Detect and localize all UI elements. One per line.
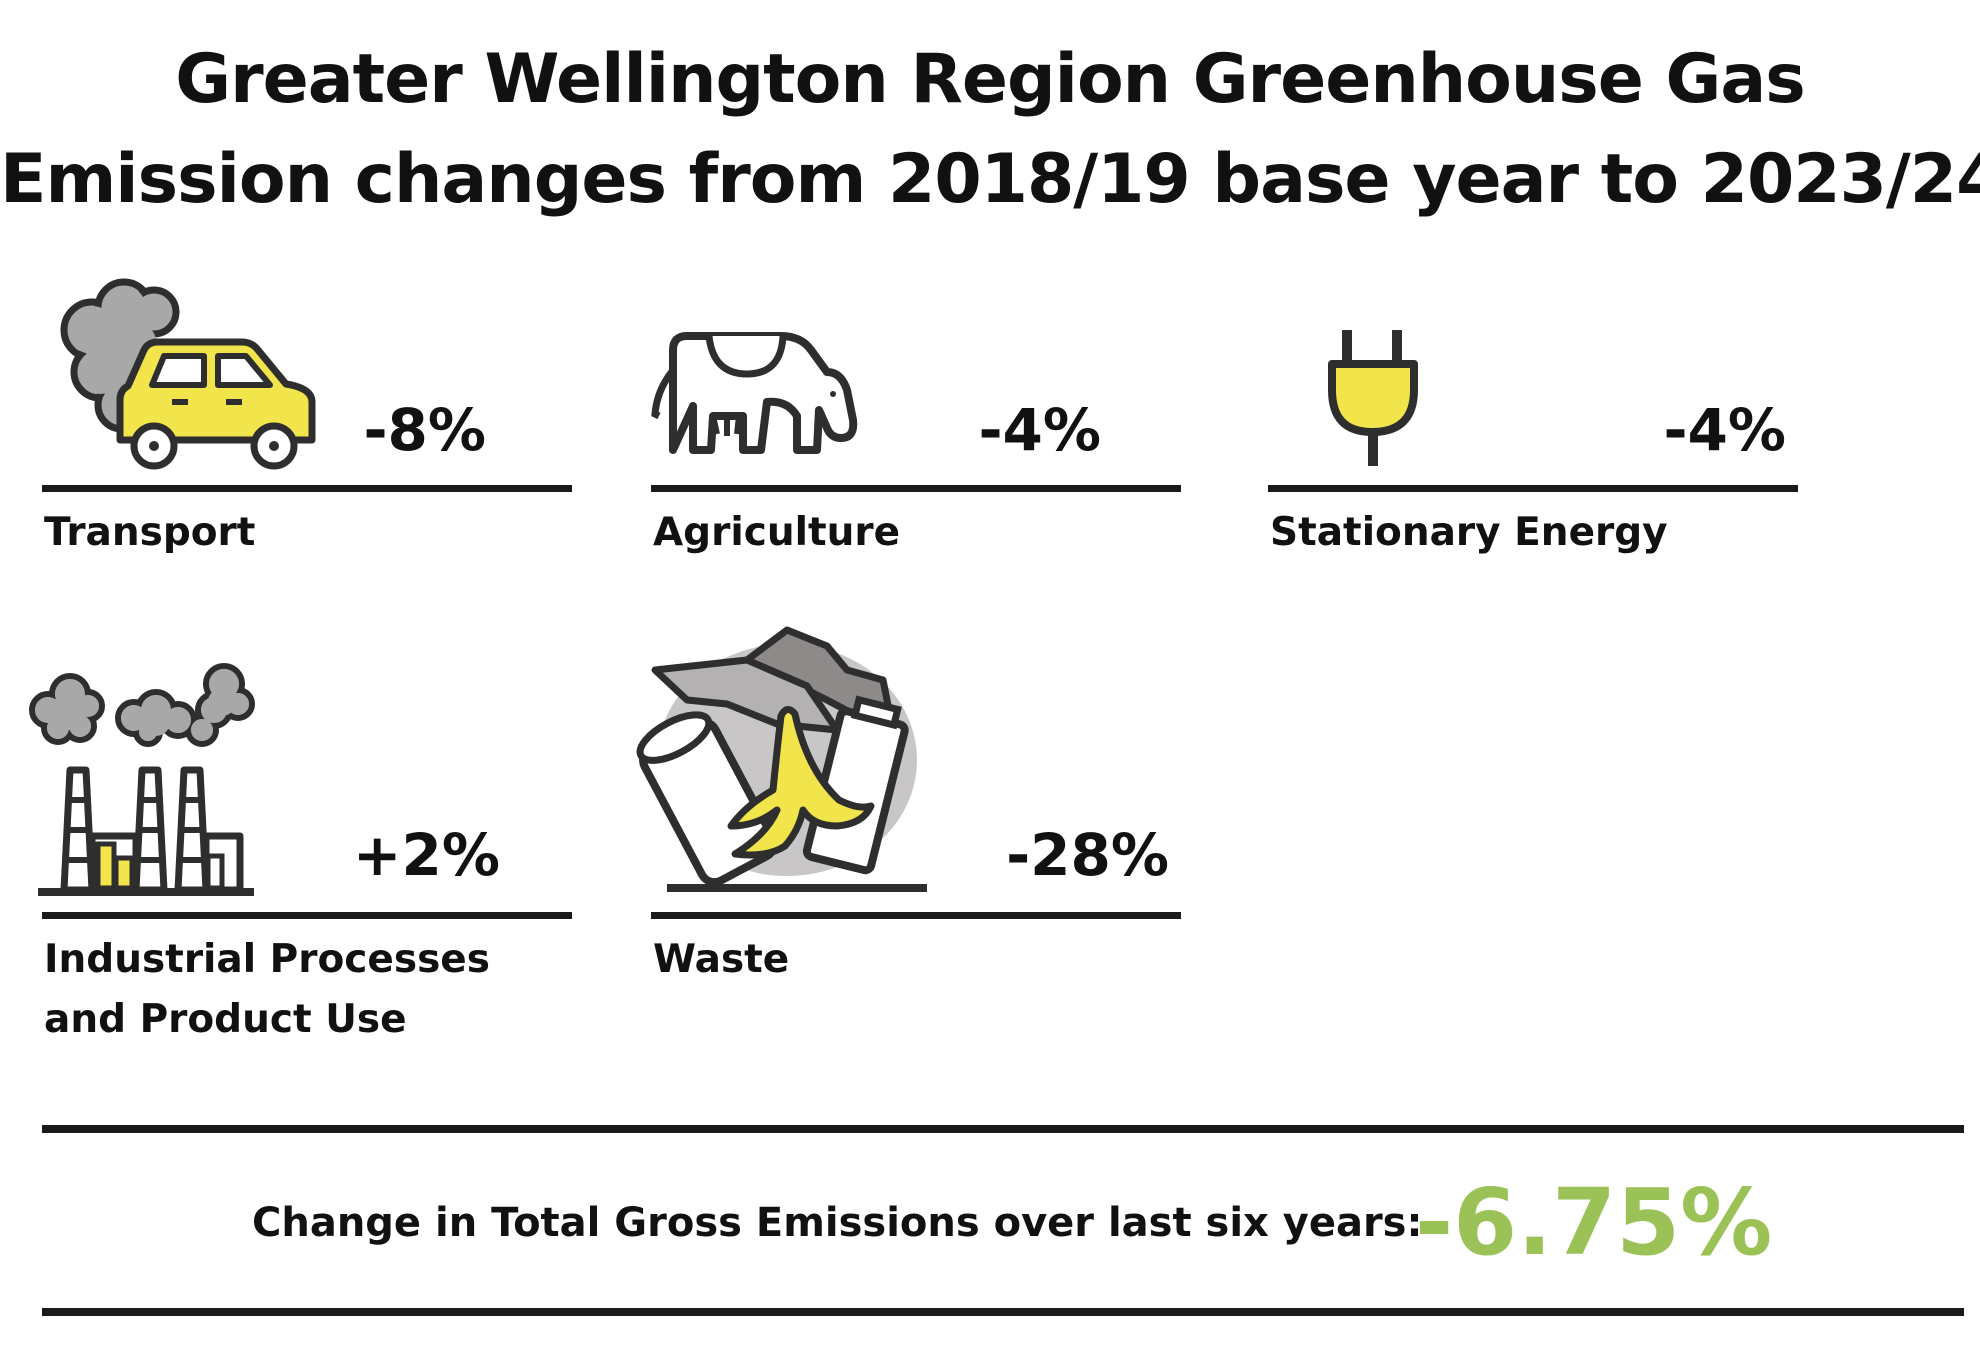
factory-smoke-icon [29,663,255,896]
divider-rule [42,912,572,919]
agriculture-change: -4% [978,396,1101,464]
sector-label-transport: Transport [44,510,256,555]
divider-rule [42,485,572,492]
title-line-2: Emission changes from 2018/19 base year … [0,140,1980,219]
stationary-energy-change: -4% [1663,396,1786,464]
sector-card-agriculture: -4% Agriculture [651,270,1181,570]
sector-label-industrial-line-2: and Product Use [44,997,407,1042]
cow-icon [651,332,858,454]
industrial-processes-change: +2% [352,821,500,889]
total-divider-top [42,1125,1964,1133]
total-value: -6.75% [1415,1169,1773,1276]
sector-card-waste: -28% Waste [636,620,1181,1020]
sector-card-transport: -8% Transport [42,270,572,570]
sector-label-agriculture: Agriculture [653,510,901,555]
page-title: Greater Wellington Region Greenhouse Gas… [0,30,1980,230]
divider-rule [1268,485,1798,492]
total-divider-bottom [42,1308,1964,1316]
waste-change: -28% [1006,821,1169,889]
title-line-1: Greater Wellington Region Greenhouse Gas [175,40,1805,119]
sector-label-stationary-energy: Stationary Energy [1270,510,1668,555]
total-label: Change in Total Gross Emissions over las… [252,1200,1423,1246]
sector-label-industrial-line-1: Industrial Processes [44,937,490,982]
transport-change: -8% [363,396,486,464]
rubbish-pile-icon [636,626,927,892]
sector-card-stationary-energy: -4% Stationary Energy [1268,270,1798,570]
sector-label-waste: Waste [653,937,790,982]
car-with-smoke-icon [60,278,316,470]
divider-rule [651,912,1181,919]
divider-rule [651,485,1181,492]
sector-card-industrial-processes: +2% Industrial Processes and Product Use [29,660,572,1060]
power-plug-icon [1328,330,1418,466]
